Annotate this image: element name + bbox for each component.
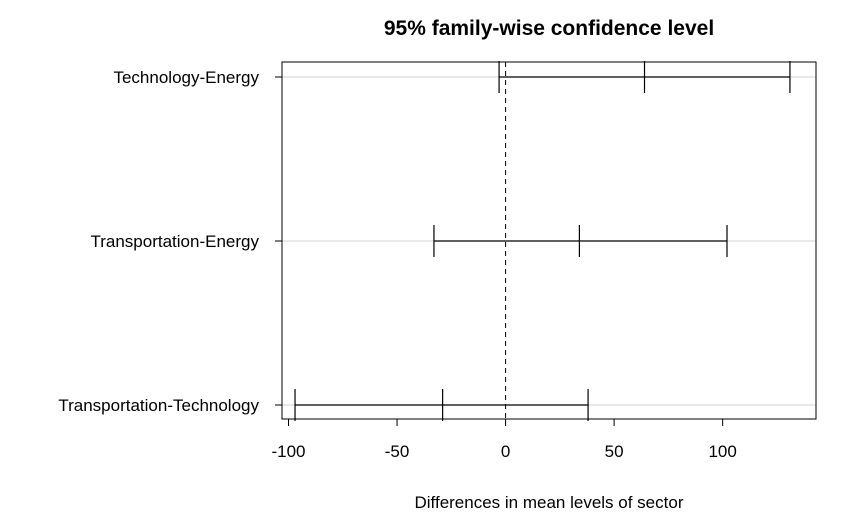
x-tick-label: -50 [385,442,410,461]
x-tick-label: 100 [708,442,736,461]
y-category-label: Technology-Energy [113,68,259,87]
interval-transportation-energy [433,225,728,257]
y-category-label: Transportation-Energy [90,232,259,251]
interval-technology-energy [498,61,791,93]
x-tick-label: 0 [501,442,510,461]
x-tick-label: 50 [605,442,624,461]
chart-title: 95% family-wise confidence level [384,17,714,40]
interval-layer [294,61,791,421]
x-axis: -100 -50 0 50 100 [271,419,737,461]
x-tick-label: -100 [271,442,305,461]
interval-transportation-technology [294,389,589,421]
x-axis-title: Differences in mean levels of sector [415,493,684,512]
y-category-label: Transportation-Technology [58,396,259,415]
y-axis: Technology-Energy Transportation-Energy Tr… [58,68,282,415]
